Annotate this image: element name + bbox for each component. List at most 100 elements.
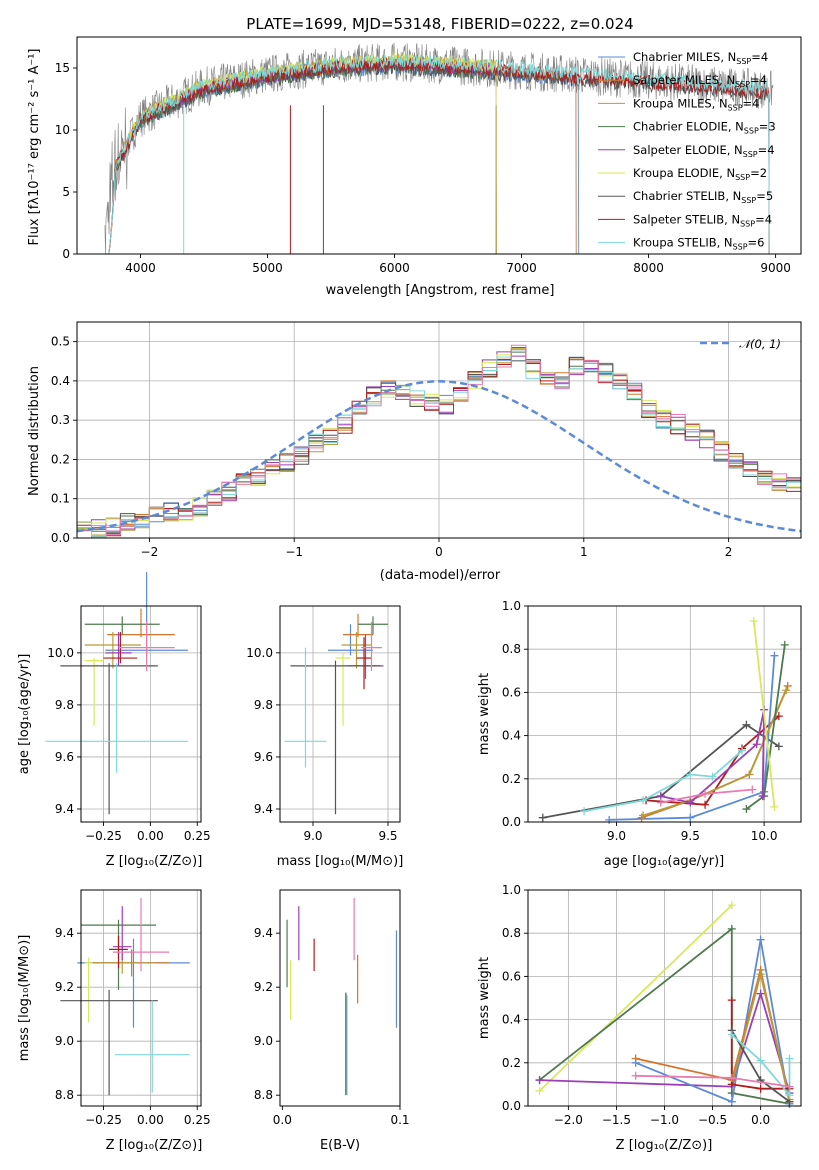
x-tick-label: −0.5 xyxy=(698,1113,727,1127)
legend-label-main: Kroupa ELODIE, N xyxy=(633,166,735,180)
legend-label-main: Salpeter MILES, N xyxy=(633,73,735,87)
x-tick-label: 8000 xyxy=(633,261,664,275)
y-tick-label: 0.4 xyxy=(51,374,70,388)
mass-weight-marker xyxy=(756,935,765,944)
y-tick-label: 8.8 xyxy=(254,1088,273,1102)
age-vs-mass-grid xyxy=(280,606,400,822)
mass-weight-series xyxy=(656,705,769,807)
legend-label-main: Chabrier STELIB, N xyxy=(633,189,741,203)
y-tick-label: 0.2 xyxy=(51,452,70,466)
legend-label-sub: SSP xyxy=(736,57,751,66)
histogram-steps xyxy=(77,344,801,538)
errorbar-point xyxy=(114,1000,190,1093)
y-tick-label: 9.8 xyxy=(55,698,74,712)
legend-label-tail: =4 xyxy=(743,96,760,110)
mass-weight-marker xyxy=(742,805,751,814)
errorbar-point xyxy=(84,957,93,1023)
mass-weight-marker xyxy=(758,792,767,801)
legend-label-sub: SSP xyxy=(740,219,755,228)
x-tick-label: −1.5 xyxy=(602,1113,631,1127)
mass-weight-marker xyxy=(770,651,779,660)
mass-weight-line xyxy=(542,723,780,819)
mass-weight-marker xyxy=(774,742,783,751)
y-tick-label: 0.6 xyxy=(502,685,521,699)
spectrum-lines xyxy=(104,42,774,254)
mass-weight-marker xyxy=(727,1097,736,1106)
y-tick-label: 0.6 xyxy=(502,969,521,983)
mass-vs-Z-grid xyxy=(81,890,201,1106)
x-tick-label: 9000 xyxy=(760,261,791,275)
mass-weight-marker xyxy=(756,970,765,979)
mass-weight-marker xyxy=(701,789,710,798)
gaussian-reference-line xyxy=(77,380,801,533)
mass-weight-marker xyxy=(535,1076,544,1085)
mass-weight-marker xyxy=(774,712,783,721)
y-tick-label: 9.6 xyxy=(55,750,74,764)
legend-label-main: Salpeter STELIB, N xyxy=(633,212,740,226)
mass-weight-marker xyxy=(737,746,746,755)
legend-label: 𝒩(0, 1) xyxy=(739,337,781,351)
massweight-vs-age-ylabel: mass weight xyxy=(477,673,492,755)
y-tick-label: 0.8 xyxy=(502,926,521,940)
y-tick-label: 9.4 xyxy=(254,802,273,816)
mass-weight-marker xyxy=(756,1084,765,1093)
mass-weight-line xyxy=(731,1034,791,1098)
mass-vs-ebv-errorbars xyxy=(286,898,398,1096)
mass-weight-line xyxy=(660,709,765,804)
residuals-ylabel: Normed distribution xyxy=(27,366,42,496)
mass-vs-Z-ylabel: mass [log₁₀(M/M⊙)] xyxy=(17,935,32,1062)
errorbar-point xyxy=(105,632,132,666)
residuals-panel: (data-model)/error Normed distribution −… xyxy=(27,321,802,583)
y-tick-label: 15 xyxy=(55,61,70,75)
y-tick-label: 9.8 xyxy=(254,698,273,712)
mass-weight-marker xyxy=(785,1091,794,1100)
errorbar-point xyxy=(112,898,170,971)
legend-label-main: Chabrier ELODIE, N xyxy=(633,120,744,134)
mass-weight-series xyxy=(631,935,794,1108)
x-tick-label: 0.00 xyxy=(137,829,164,843)
mass-weight-marker xyxy=(656,798,665,807)
y-tick-label: 10.0 xyxy=(246,646,273,660)
mass-weight-series xyxy=(749,617,779,811)
mass-weight-marker xyxy=(742,720,751,729)
mass-weight-series xyxy=(631,1071,794,1091)
y-tick-label: 0.0 xyxy=(502,815,521,829)
y-tick-label: 0.8 xyxy=(502,642,521,656)
legend-label: Chabrier ELODIE, NSSP=3 xyxy=(633,120,776,136)
legend-label-sub: SSP xyxy=(744,127,759,136)
x-tick-label: 7000 xyxy=(506,261,537,275)
legend-label-sub: SSP xyxy=(743,150,758,159)
x-tick-label: 6000 xyxy=(379,261,410,275)
age-vs-Z-panel: Z [log₁₀(Z/Z⊙)] age [log₁₀(age/yr)] −0.2… xyxy=(17,572,211,869)
age-vs-Z-errorbars xyxy=(45,572,188,815)
massweight-vs-Z-xlabel: Z [log₁₀(Z/Z⊙)] xyxy=(616,1138,713,1153)
errorbar-point xyxy=(328,624,373,656)
mass-vs-ebv-panel: E(B-V) 0.0 0.1 8.8 9.0 9.2 9.4 xyxy=(254,889,410,1153)
mass-weight-marker xyxy=(752,740,761,749)
x-tick-label: 9.5 xyxy=(378,829,397,843)
y-tick-label: 9.6 xyxy=(254,750,273,764)
mass-weight-marker xyxy=(605,815,614,824)
histogram-line xyxy=(77,351,801,532)
mass-weight-marker xyxy=(538,813,547,822)
legend-label-tail: =4 xyxy=(755,212,772,226)
errorbar-point xyxy=(107,608,175,638)
legend-label-tail: =2 xyxy=(750,166,767,180)
mass-weight-series xyxy=(535,901,736,1095)
mass-weight-series xyxy=(605,651,779,824)
x-tick-label: 2 xyxy=(725,545,733,559)
legend-label: Chabrier MILES, NSSP=4 xyxy=(633,50,768,66)
errorbar-point xyxy=(84,658,104,726)
legend-label-tail: =4 xyxy=(751,50,768,64)
x-tick-label: 0.0 xyxy=(751,1113,770,1127)
errorbar-point xyxy=(290,660,381,815)
mass-weight-line xyxy=(609,655,776,821)
legend-label-tail: =4 xyxy=(758,143,775,157)
x-tick-label: 5000 xyxy=(252,261,283,275)
mass-weight-marker xyxy=(535,1086,544,1095)
legend-label-sub: SSP xyxy=(735,173,750,182)
legend-label: Kroupa MILES, NSSP=4 xyxy=(633,96,759,112)
mass-vs-ebv-xlabel: E(B-V) xyxy=(320,1138,360,1153)
x-tick-label: 4000 xyxy=(125,261,156,275)
